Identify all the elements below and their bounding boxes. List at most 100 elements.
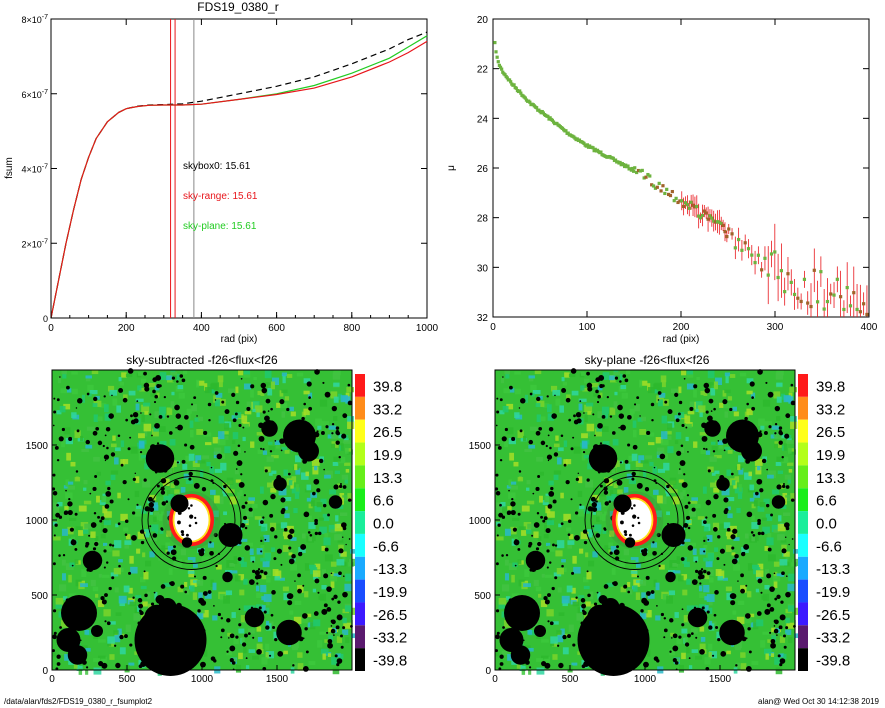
noise-pixel — [340, 653, 344, 660]
masked-source — [660, 612, 665, 617]
noise-pixel — [125, 373, 133, 378]
masked-source — [779, 658, 786, 664]
noise-pixel — [757, 505, 765, 512]
noise-pixel — [148, 382, 156, 388]
noise-pixel — [528, 375, 535, 379]
noise-pixel — [722, 402, 731, 409]
noise-pixel — [667, 446, 674, 454]
noise-pixel — [704, 573, 710, 580]
noise-pixel — [530, 384, 537, 392]
masked-source — [180, 584, 185, 589]
colorbar-label: -19.9 — [816, 584, 850, 601]
noise-pixel — [711, 446, 718, 452]
noise-pixel — [682, 489, 686, 497]
noise-pixel — [281, 389, 288, 394]
masked-source — [774, 597, 778, 601]
noise-pixel — [585, 479, 594, 488]
masked-source — [751, 406, 756, 411]
masked-source — [269, 527, 275, 532]
masked-source — [335, 440, 340, 445]
noise-pixel — [683, 538, 691, 542]
masked-source — [342, 575, 345, 577]
noise-pixel — [571, 390, 579, 396]
masked-source — [309, 533, 313, 537]
noise-pixel — [669, 477, 677, 485]
noise-pixel — [195, 455, 202, 463]
noise-pixel — [724, 372, 731, 377]
noise-pixel — [770, 633, 776, 638]
mask-disc — [261, 420, 278, 437]
data-point — [678, 199, 682, 203]
masked-source — [156, 442, 160, 445]
masked-source — [277, 651, 284, 657]
noise-pixel — [551, 641, 558, 647]
noise-pixel — [633, 585, 638, 592]
masked-source — [326, 586, 332, 592]
noise-pixel — [198, 592, 203, 599]
data-point — [657, 181, 661, 185]
colorbar-swatch — [355, 648, 365, 671]
noise-pixel — [678, 386, 682, 394]
noise-pixel — [110, 572, 119, 577]
masked-source — [513, 539, 520, 546]
colorbar-label: -39.8 — [373, 653, 407, 670]
noise-pixel — [734, 487, 743, 494]
masked-source — [779, 614, 786, 621]
masked-source — [570, 447, 574, 451]
noise-pixel — [613, 401, 618, 409]
noise-pixel — [507, 506, 512, 510]
noise-pixel — [504, 440, 509, 448]
masked-source — [587, 386, 593, 392]
noise-pixel — [319, 631, 327, 635]
masked-source — [265, 398, 271, 404]
masked-source — [265, 625, 270, 630]
masked-source — [790, 383, 794, 387]
masked-source — [496, 397, 499, 400]
masked-source — [258, 606, 262, 610]
data-point — [582, 141, 586, 145]
noise-pixel — [595, 502, 601, 508]
noise-pixel — [271, 455, 279, 459]
noise-pixel — [785, 495, 791, 501]
masked-source — [331, 597, 335, 601]
noise-pixel — [79, 662, 85, 666]
masked-source — [250, 384, 255, 389]
masked-source — [59, 376, 61, 378]
data-point — [855, 307, 859, 312]
noise-pixel — [101, 495, 107, 503]
noise-pixel — [200, 469, 204, 478]
masked-source — [684, 642, 690, 647]
noise-pixel — [697, 405, 706, 413]
noise-pixel — [159, 372, 167, 380]
masked-source — [707, 538, 710, 541]
mask-disc — [273, 477, 287, 491]
masked-source — [678, 635, 682, 639]
noise-pixel — [223, 595, 230, 604]
masked-source — [248, 507, 253, 512]
masked-source — [165, 500, 169, 503]
core-source — [185, 533, 189, 537]
noise-pixel — [98, 655, 106, 659]
noise-pixel — [683, 561, 690, 568]
masked-source — [777, 654, 781, 658]
masked-source — [156, 484, 160, 488]
colorbar-swatch — [798, 625, 808, 649]
noise-pixel — [304, 488, 313, 493]
noise-pixel — [336, 559, 345, 566]
noise-pixel — [262, 450, 268, 455]
masked-source — [603, 490, 609, 495]
noise-pixel — [55, 601, 62, 609]
noise-pixel — [738, 468, 744, 475]
data-point — [680, 199, 684, 203]
noise-pixel — [108, 621, 116, 625]
masked-source — [108, 413, 114, 419]
data-point — [706, 217, 710, 221]
noise-pixel — [332, 667, 340, 675]
masked-source — [137, 598, 143, 603]
noise-pixel — [342, 617, 347, 624]
noise-pixel — [167, 545, 174, 553]
masked-source — [631, 477, 635, 481]
masked-source — [723, 449, 726, 452]
masked-source — [331, 619, 336, 625]
noise-pixel — [628, 588, 633, 595]
